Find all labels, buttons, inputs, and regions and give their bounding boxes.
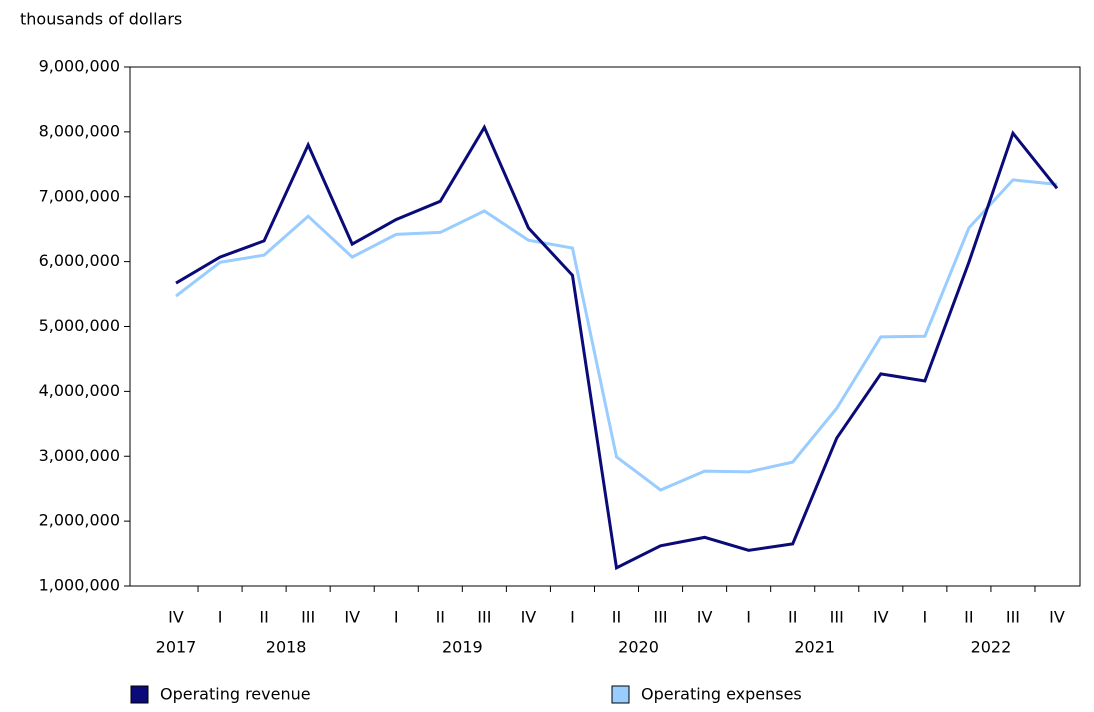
y-tick-label: 4,000,000 bbox=[39, 381, 120, 400]
legend-swatch bbox=[130, 685, 149, 704]
x-group-label: 2018 bbox=[266, 638, 307, 657]
x-tick-label: II bbox=[612, 608, 621, 627]
x-tick-label: III bbox=[301, 608, 315, 627]
x-tick-label: IV bbox=[521, 608, 537, 627]
x-tick-label: III bbox=[1006, 608, 1020, 627]
x-tick-label: II bbox=[964, 608, 973, 627]
x-tick-label: III bbox=[477, 608, 491, 627]
x-tick-label: IV bbox=[344, 608, 360, 627]
x-tick-label: II bbox=[788, 608, 797, 627]
legend-label: Operating revenue bbox=[160, 685, 311, 704]
y-tick-label: 1,000,000 bbox=[39, 576, 120, 595]
y-tick-label: 2,000,000 bbox=[39, 511, 120, 530]
x-group-label: 2021 bbox=[794, 638, 835, 657]
x-tick-label: III bbox=[653, 608, 667, 627]
x-tick-label: IV bbox=[168, 608, 184, 627]
x-tick-label: IV bbox=[1049, 608, 1065, 627]
x-tick-label: I bbox=[922, 608, 927, 627]
y-tick-label: 3,000,000 bbox=[39, 446, 120, 465]
plot-frame bbox=[129, 66, 1081, 587]
x-tick-label: I bbox=[218, 608, 223, 627]
y-tick-label: 5,000,000 bbox=[39, 316, 120, 335]
x-group-label: 2017 bbox=[156, 638, 197, 657]
x-tick-label: IV bbox=[697, 608, 713, 627]
x-tick-label: I bbox=[746, 608, 751, 627]
y-tick-label: 9,000,000 bbox=[39, 57, 120, 76]
legend-swatch bbox=[611, 685, 630, 704]
line-series bbox=[175, 178, 1058, 492]
x-tick-label: I bbox=[570, 608, 575, 627]
y-axis-label: thousands of dollars bbox=[20, 10, 182, 29]
x-tick-label: II bbox=[259, 608, 268, 627]
x-tick-label: III bbox=[830, 608, 844, 627]
y-tick-label: 7,000,000 bbox=[39, 186, 120, 205]
y-tick-label: 6,000,000 bbox=[39, 251, 120, 270]
x-tick-label: IV bbox=[873, 608, 889, 627]
x-tick-label: I bbox=[394, 608, 399, 627]
x-group-label: 2020 bbox=[618, 638, 659, 657]
x-group-label: 2019 bbox=[442, 638, 483, 657]
x-tick-label: II bbox=[436, 608, 445, 627]
x-group-label: 2022 bbox=[971, 638, 1012, 657]
y-tick-label: 8,000,000 bbox=[39, 121, 120, 140]
legend-label: Operating expenses bbox=[641, 685, 802, 704]
line-series bbox=[175, 124, 1059, 571]
